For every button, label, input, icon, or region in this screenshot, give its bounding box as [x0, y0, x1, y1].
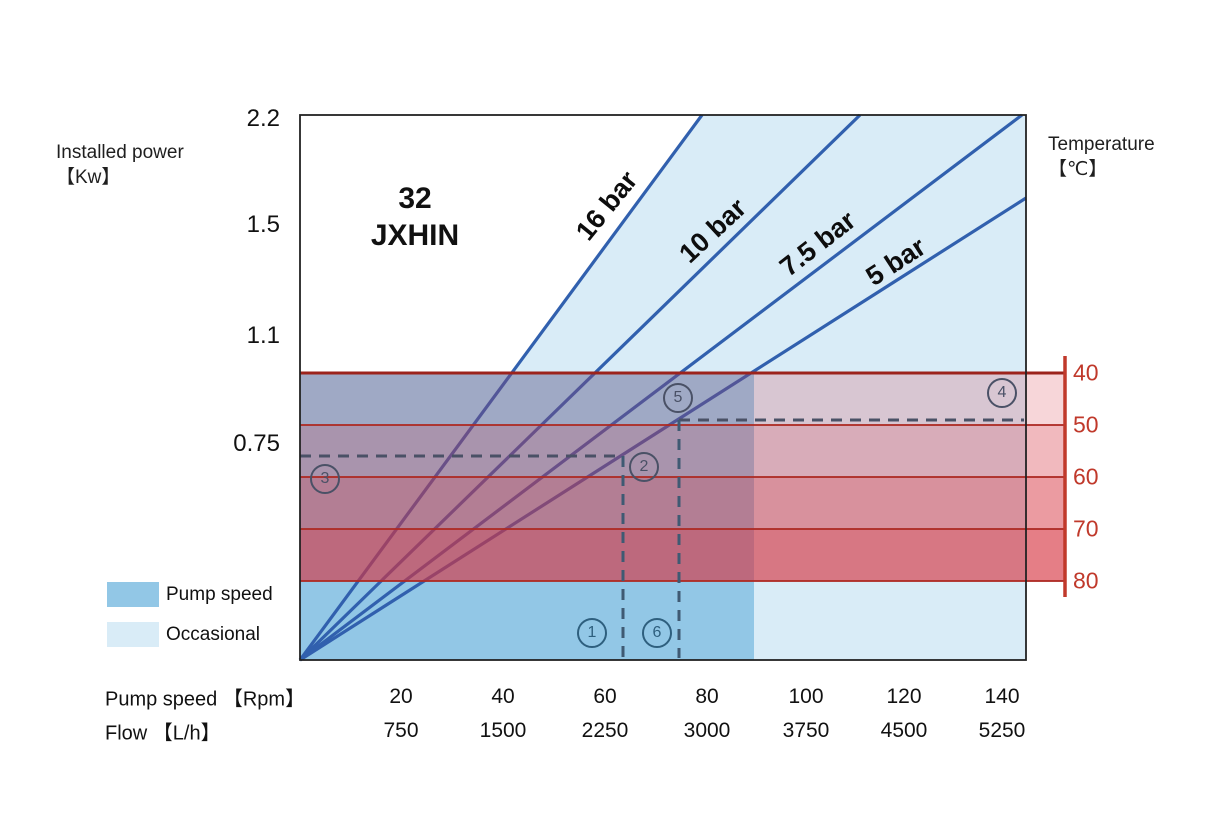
- marker-5-circle: 5: [663, 383, 693, 413]
- marker-4: 4: [997, 384, 1007, 401]
- legend-label-pump-speed: Pump speed: [166, 584, 273, 605]
- temp-tick-50: 50: [1073, 411, 1099, 438]
- rpm-tick-20: 20: [389, 685, 413, 708]
- temp-tick-70: 70: [1073, 515, 1099, 542]
- model-number: 32: [398, 182, 432, 215]
- rpm-tick-120: 120: [886, 685, 922, 708]
- y-tick-1-1: 1.1: [246, 322, 280, 349]
- marker-6-circle: 6: [642, 618, 672, 648]
- model-name: JXHIN: [370, 219, 460, 252]
- marker-1: 1: [587, 624, 597, 641]
- flow-tick-750: 750: [383, 719, 419, 742]
- y-axis-title-line1: Installed power: [56, 142, 184, 163]
- temp-tick-60: 60: [1073, 463, 1099, 490]
- legend-swatch-occasional: [107, 622, 159, 647]
- flow-tick-3750: 3750: [782, 719, 830, 742]
- marker-1-circle: 1: [577, 618, 607, 648]
- marker-5: 5: [673, 389, 683, 406]
- temp-axis-title: Temperature 【℃】: [1048, 132, 1155, 182]
- temp-tick-80: 80: [1073, 567, 1099, 594]
- marker-6: 6: [652, 624, 662, 641]
- y-tick-2-2: 2.2: [246, 105, 280, 132]
- marker-4-circle: 4: [987, 378, 1017, 408]
- rpm-tick-80: 80: [695, 685, 719, 708]
- occasional-region: [511, 115, 1026, 660]
- temp-band-60-70: [300, 477, 1065, 529]
- y-tick-1-5: 1.5: [246, 211, 280, 238]
- flow-tick-5250: 5250: [978, 719, 1026, 742]
- marker-2-circle: 2: [629, 452, 659, 482]
- temp-axis-title-line1: Temperature: [1048, 134, 1155, 155]
- y-axis-title: Installed power 【Kw】: [56, 140, 184, 190]
- temp-axis-title-line2: 【℃】: [1048, 159, 1108, 180]
- x-axis-rpm-label: Pump speed 【Rpm】: [105, 688, 306, 711]
- legend-swatch-pump-speed: [107, 582, 159, 607]
- temp-band-70-80: [300, 529, 1065, 581]
- x-axis-flow-label: Flow 【L/h】: [105, 722, 221, 745]
- legend-label-occasional: Occasional: [166, 624, 260, 645]
- y-axis-title-line2: 【Kw】: [56, 167, 121, 188]
- marker-2: 2: [639, 458, 649, 475]
- curve-5bar: [299, 196, 1027, 662]
- rpm-tick-40: 40: [491, 685, 515, 708]
- y-tick-0-75: 0.75: [233, 430, 280, 457]
- flow-tick-1500: 1500: [479, 719, 527, 742]
- flow-tick-2250: 2250: [581, 719, 629, 742]
- flow-tick-3000: 3000: [683, 719, 731, 742]
- rpm-tick-140: 140: [984, 685, 1020, 708]
- rpm-tick-60: 60: [593, 685, 617, 708]
- plot-border: [299, 114, 1027, 661]
- rpm-tick-100: 100: [788, 685, 824, 708]
- flow-tick-4500: 4500: [880, 719, 928, 742]
- marker-3: 3: [320, 470, 330, 487]
- marker-3-circle: 3: [310, 464, 340, 494]
- temp-tick-40: 40: [1073, 359, 1099, 386]
- temp-band-50-60: [300, 425, 1065, 477]
